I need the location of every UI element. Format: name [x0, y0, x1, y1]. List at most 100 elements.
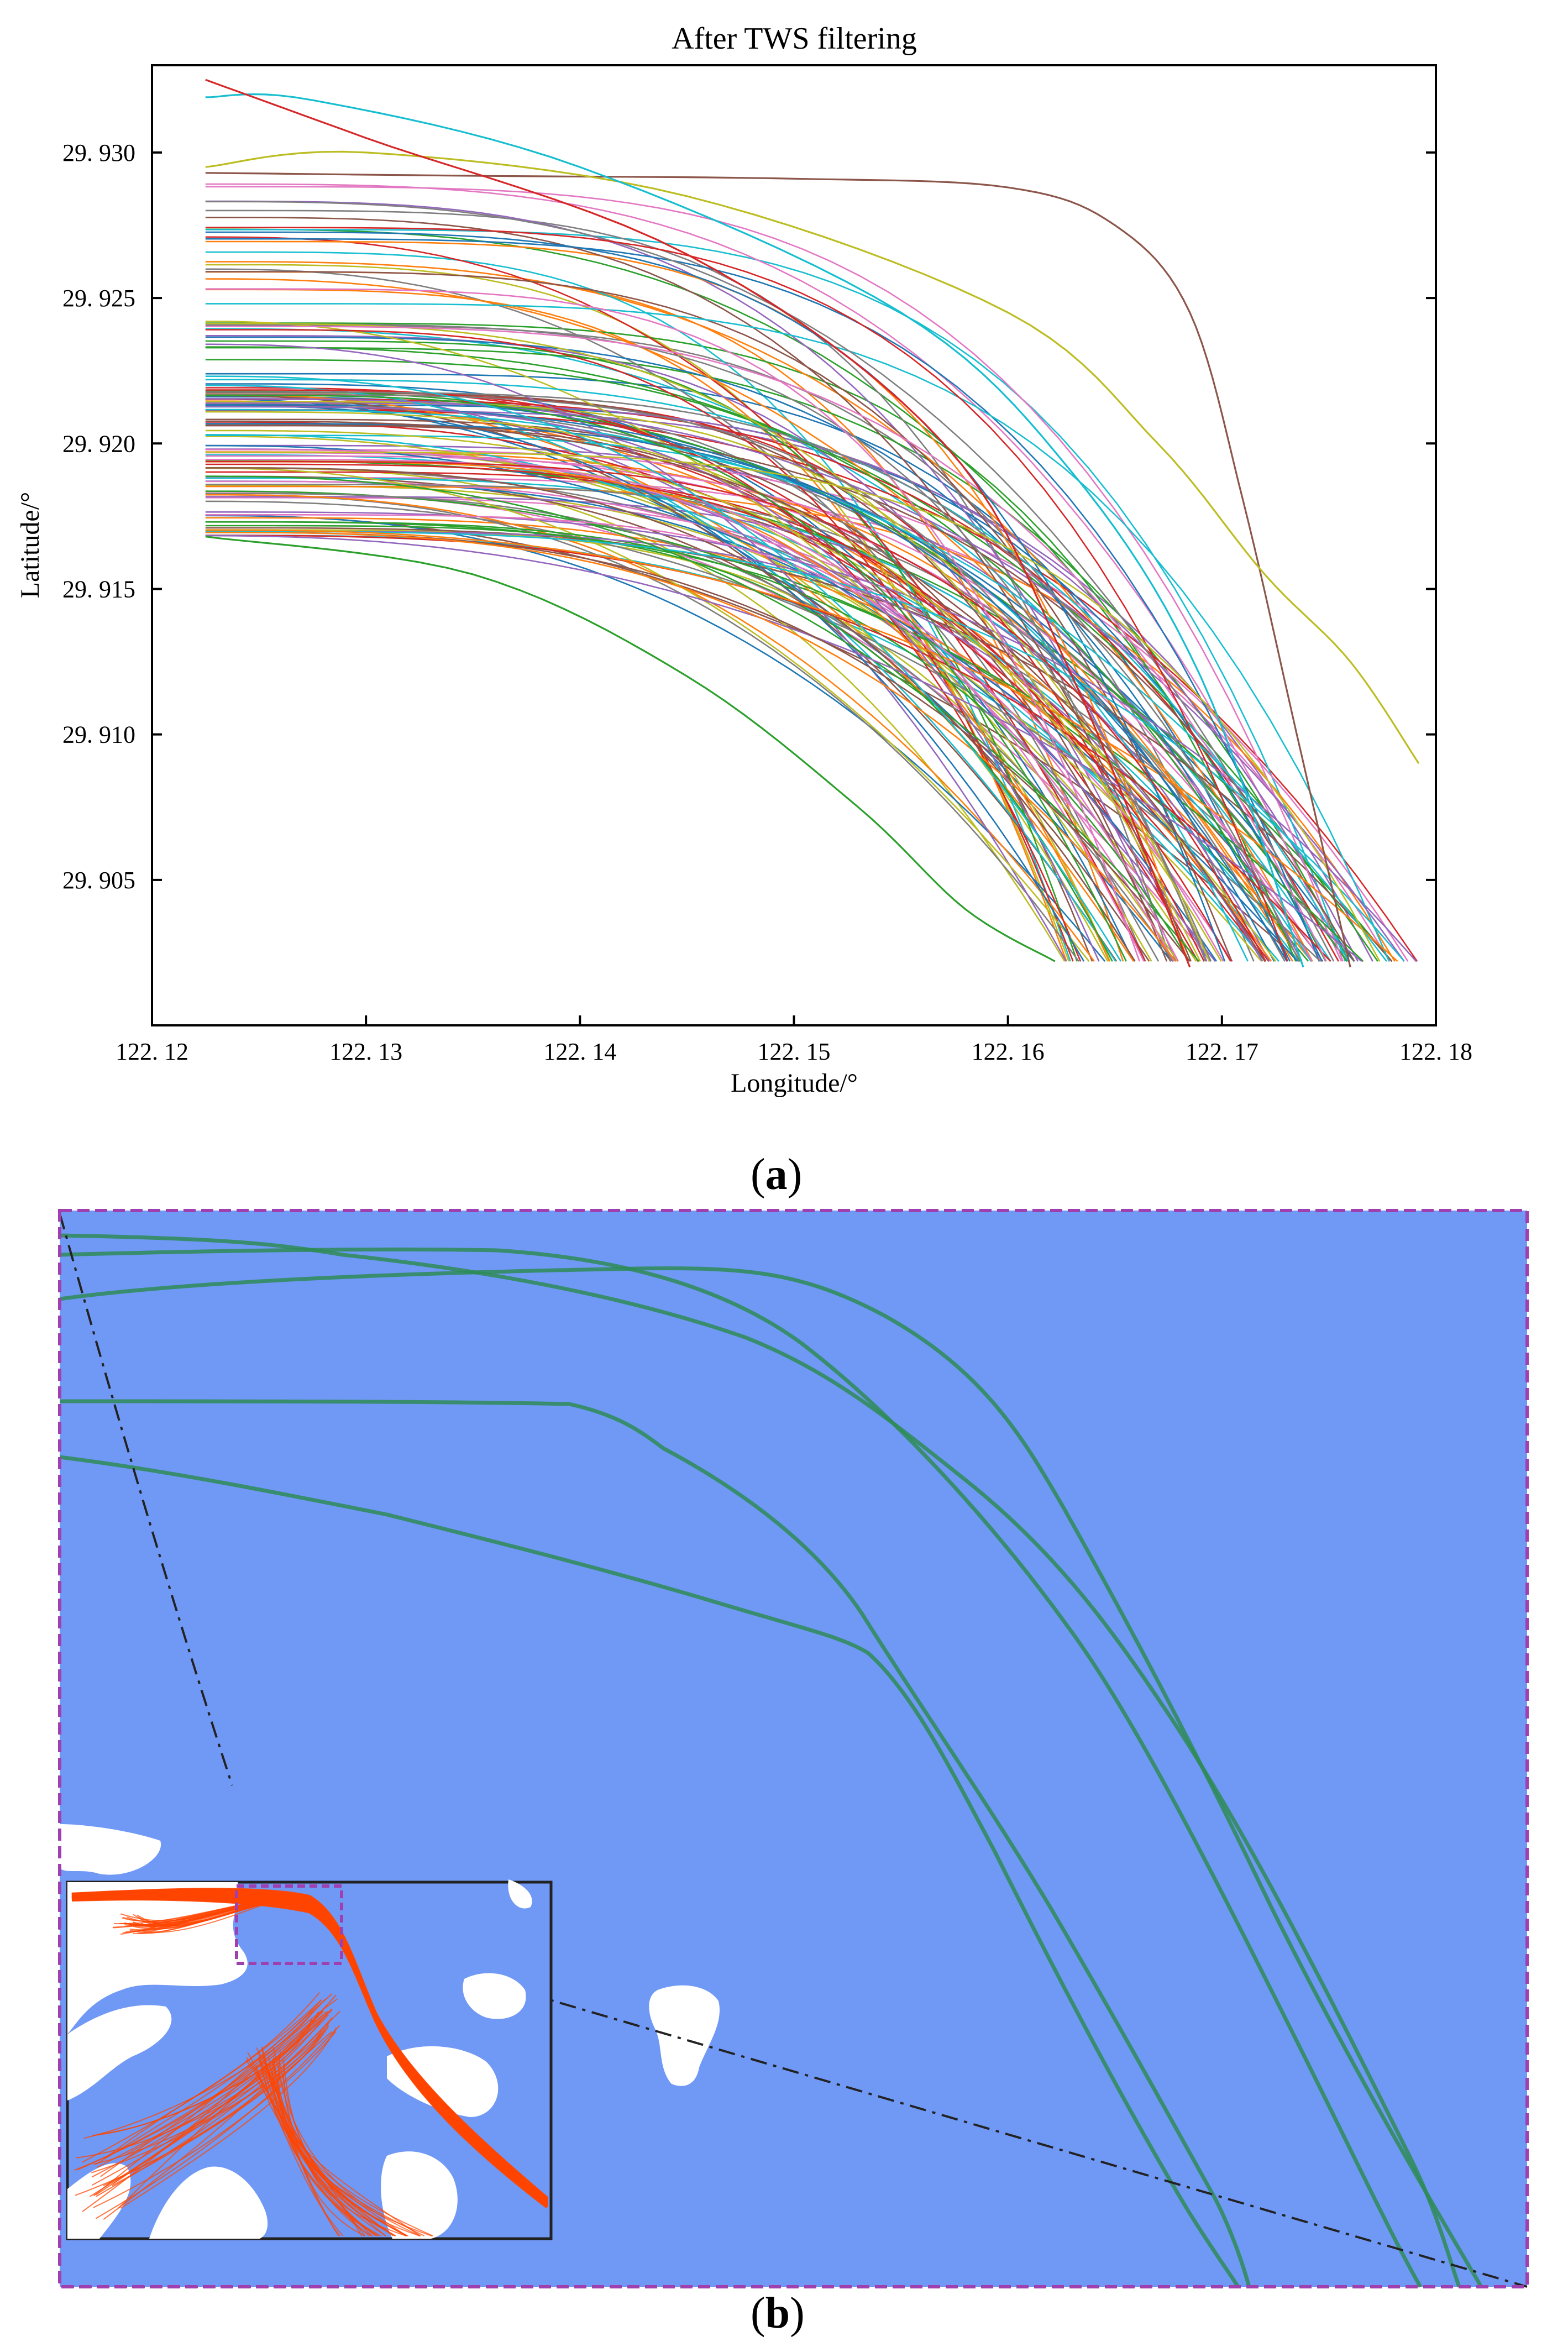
inset-track — [268, 2057, 396, 2236]
inset-track — [120, 2028, 337, 2209]
inset-land — [463, 1973, 526, 2019]
trajectory-line — [205, 321, 1179, 962]
inset-track — [71, 1898, 548, 2209]
inset-track — [71, 1890, 548, 2201]
island — [60, 1824, 161, 1875]
inset-track — [259, 2057, 373, 2236]
inset-track — [71, 1890, 548, 2201]
inset-track — [126, 1901, 265, 1924]
inset-track — [71, 1897, 548, 2208]
inset-track — [129, 1901, 268, 1931]
inset-track — [132, 1901, 270, 1927]
inset-track — [71, 1889, 548, 2201]
inset-track — [140, 1901, 275, 1933]
inset-track — [247, 2052, 344, 2236]
trajectory-line — [205, 172, 1351, 968]
inset-track — [71, 1894, 548, 2204]
inset-track — [140, 1901, 275, 1929]
inset-track — [272, 2059, 406, 2236]
y-axis-label: Latitude/° — [15, 492, 45, 598]
inset-land — [387, 2046, 499, 2117]
inset-land — [381, 2151, 458, 2239]
trajectory-line — [205, 236, 1146, 962]
trajectory-line — [205, 460, 1393, 962]
inset-track — [71, 1890, 548, 2201]
inset-track — [114, 1901, 257, 1925]
trajectory-line — [205, 78, 1191, 968]
trajectory-line — [205, 329, 1074, 962]
inset-track — [272, 2058, 407, 2236]
inset-track — [95, 1999, 322, 2165]
water-area — [60, 1211, 1527, 2287]
trajectory-line — [205, 278, 1302, 962]
leader-line — [337, 1936, 1528, 2288]
x-tick-label: 122. 12 — [116, 1038, 188, 1065]
trajectory-line — [205, 515, 1106, 962]
inset-track — [71, 1888, 548, 2200]
inset-track — [122, 1901, 262, 1922]
island — [649, 1985, 720, 2086]
trajectory-line — [205, 186, 1344, 962]
inset-track — [262, 2056, 382, 2236]
inset-track — [124, 1901, 264, 1925]
inset-track — [71, 1890, 548, 2202]
inset-track — [95, 2008, 333, 2196]
inset-track — [71, 1889, 548, 2200]
inset-zoom-box — [235, 1884, 343, 1965]
trajectory-line — [205, 398, 1405, 962]
inset-track — [93, 2030, 322, 2165]
inset-track — [133, 1901, 270, 1927]
inset-track — [277, 2058, 421, 2236]
trajectory-line — [205, 394, 1127, 962]
inset-track — [91, 2014, 329, 2186]
trajectory-line — [205, 424, 1355, 962]
inset-track — [71, 1889, 548, 2201]
x-axis-label: Longitude/° — [731, 1068, 858, 1098]
inset-track — [129, 1901, 267, 1927]
inset-track — [137, 1901, 272, 1935]
trajectory-line — [205, 323, 1207, 962]
panel-label-a: (a) — [751, 1150, 803, 1199]
trajectory-line — [205, 303, 1390, 962]
x-tick-label: 122. 17 — [1186, 1038, 1258, 1065]
trajectory-line — [205, 391, 1300, 962]
trajectory-line — [205, 384, 1116, 962]
trajectory-line — [205, 217, 1192, 962]
inset-track — [82, 1998, 338, 2212]
trajectory-line — [205, 467, 1136, 962]
trajectory-line — [205, 288, 1140, 962]
trajectory-line — [205, 527, 1393, 962]
inset-track — [133, 1901, 270, 1934]
inset-track — [133, 1901, 270, 1929]
inset-land — [149, 2166, 268, 2239]
trajectory-line — [205, 271, 1233, 962]
inset-track — [120, 1901, 261, 1935]
trajectory-line — [205, 531, 1177, 962]
inset-track — [268, 2069, 396, 2236]
inset-track — [93, 2031, 337, 2208]
trajectory-line — [205, 389, 1082, 962]
inset-track — [129, 1901, 268, 1927]
inset-track — [91, 2011, 327, 2178]
inset-track — [71, 1889, 548, 2201]
inset-track — [71, 1894, 548, 2205]
inset-track — [122, 1901, 263, 1934]
trajectory-line — [205, 336, 1291, 962]
inset-track — [71, 1888, 548, 2199]
inset-track — [71, 1891, 548, 2202]
inset-track — [71, 1893, 548, 2204]
inset-track — [74, 2014, 324, 2171]
inset-track — [123, 1901, 264, 1926]
trajectory-line — [205, 395, 1118, 962]
inset-track — [258, 2051, 370, 2236]
track — [59, 1399, 1251, 2287]
y-tick-label: 29. 905 — [62, 867, 135, 894]
trajectory-line — [205, 436, 1262, 962]
inset-track — [93, 1993, 333, 2197]
inset-map — [66, 1879, 553, 2240]
inset-track — [273, 2056, 408, 2236]
inset-track — [71, 1895, 548, 2206]
inset-track — [71, 1894, 548, 2204]
inset-land — [67, 2005, 172, 2100]
trajectory-line — [205, 460, 1267, 962]
